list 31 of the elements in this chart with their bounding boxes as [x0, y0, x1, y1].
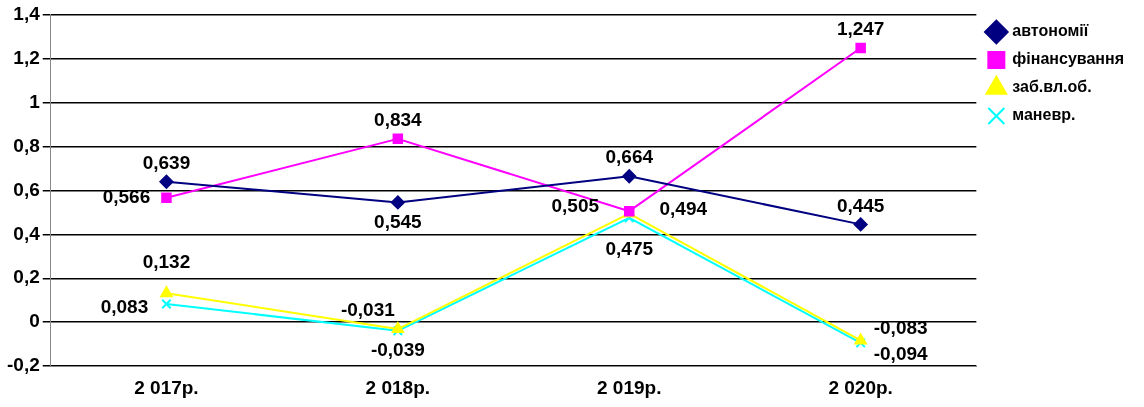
data-label: 0,132: [142, 251, 191, 273]
data-label: 0,639: [142, 151, 191, 173]
x-tick-label: 2 020р.: [828, 376, 893, 398]
data-label: -0,031: [340, 299, 396, 321]
y-tick-label: -0,2: [6, 354, 40, 376]
y-tick-label: 1,4: [13, 2, 41, 24]
data-label: 1,247: [836, 18, 885, 40]
legend-label: заб.вл.об.: [1012, 78, 1092, 96]
legend-label: маневр.: [1012, 106, 1076, 124]
y-tick-label: 0,4: [13, 222, 41, 244]
y-tick-label: 0,8: [13, 134, 40, 156]
data-label: 0,505: [551, 195, 600, 217]
x-tick-label: 2 017р.: [134, 376, 199, 398]
data-label: 0,545: [374, 210, 423, 232]
data-label: 0,083: [100, 296, 149, 318]
y-tick-label: 1,2: [13, 46, 40, 68]
y-tick-label: 1: [29, 90, 41, 112]
data-label: 0,494: [659, 197, 708, 219]
x-tick-label: 2 019р.: [597, 376, 662, 398]
y-tick-label: 0,2: [13, 266, 40, 288]
y-tick-label: 0,6: [13, 178, 40, 200]
data-label: 0,445: [836, 194, 885, 216]
data-label: -0,039: [370, 339, 425, 361]
data-label: 0,834: [374, 109, 423, 131]
legend-label: автономії: [1012, 22, 1089, 40]
data-label: -0,094: [873, 343, 929, 365]
data-label: 0,475: [605, 238, 654, 260]
data-label: 0,664: [605, 146, 654, 168]
y-tick-label: 0: [29, 310, 40, 332]
legend-label: фінансування: [1012, 50, 1124, 68]
x-tick-label: 2 018р.: [365, 376, 431, 398]
